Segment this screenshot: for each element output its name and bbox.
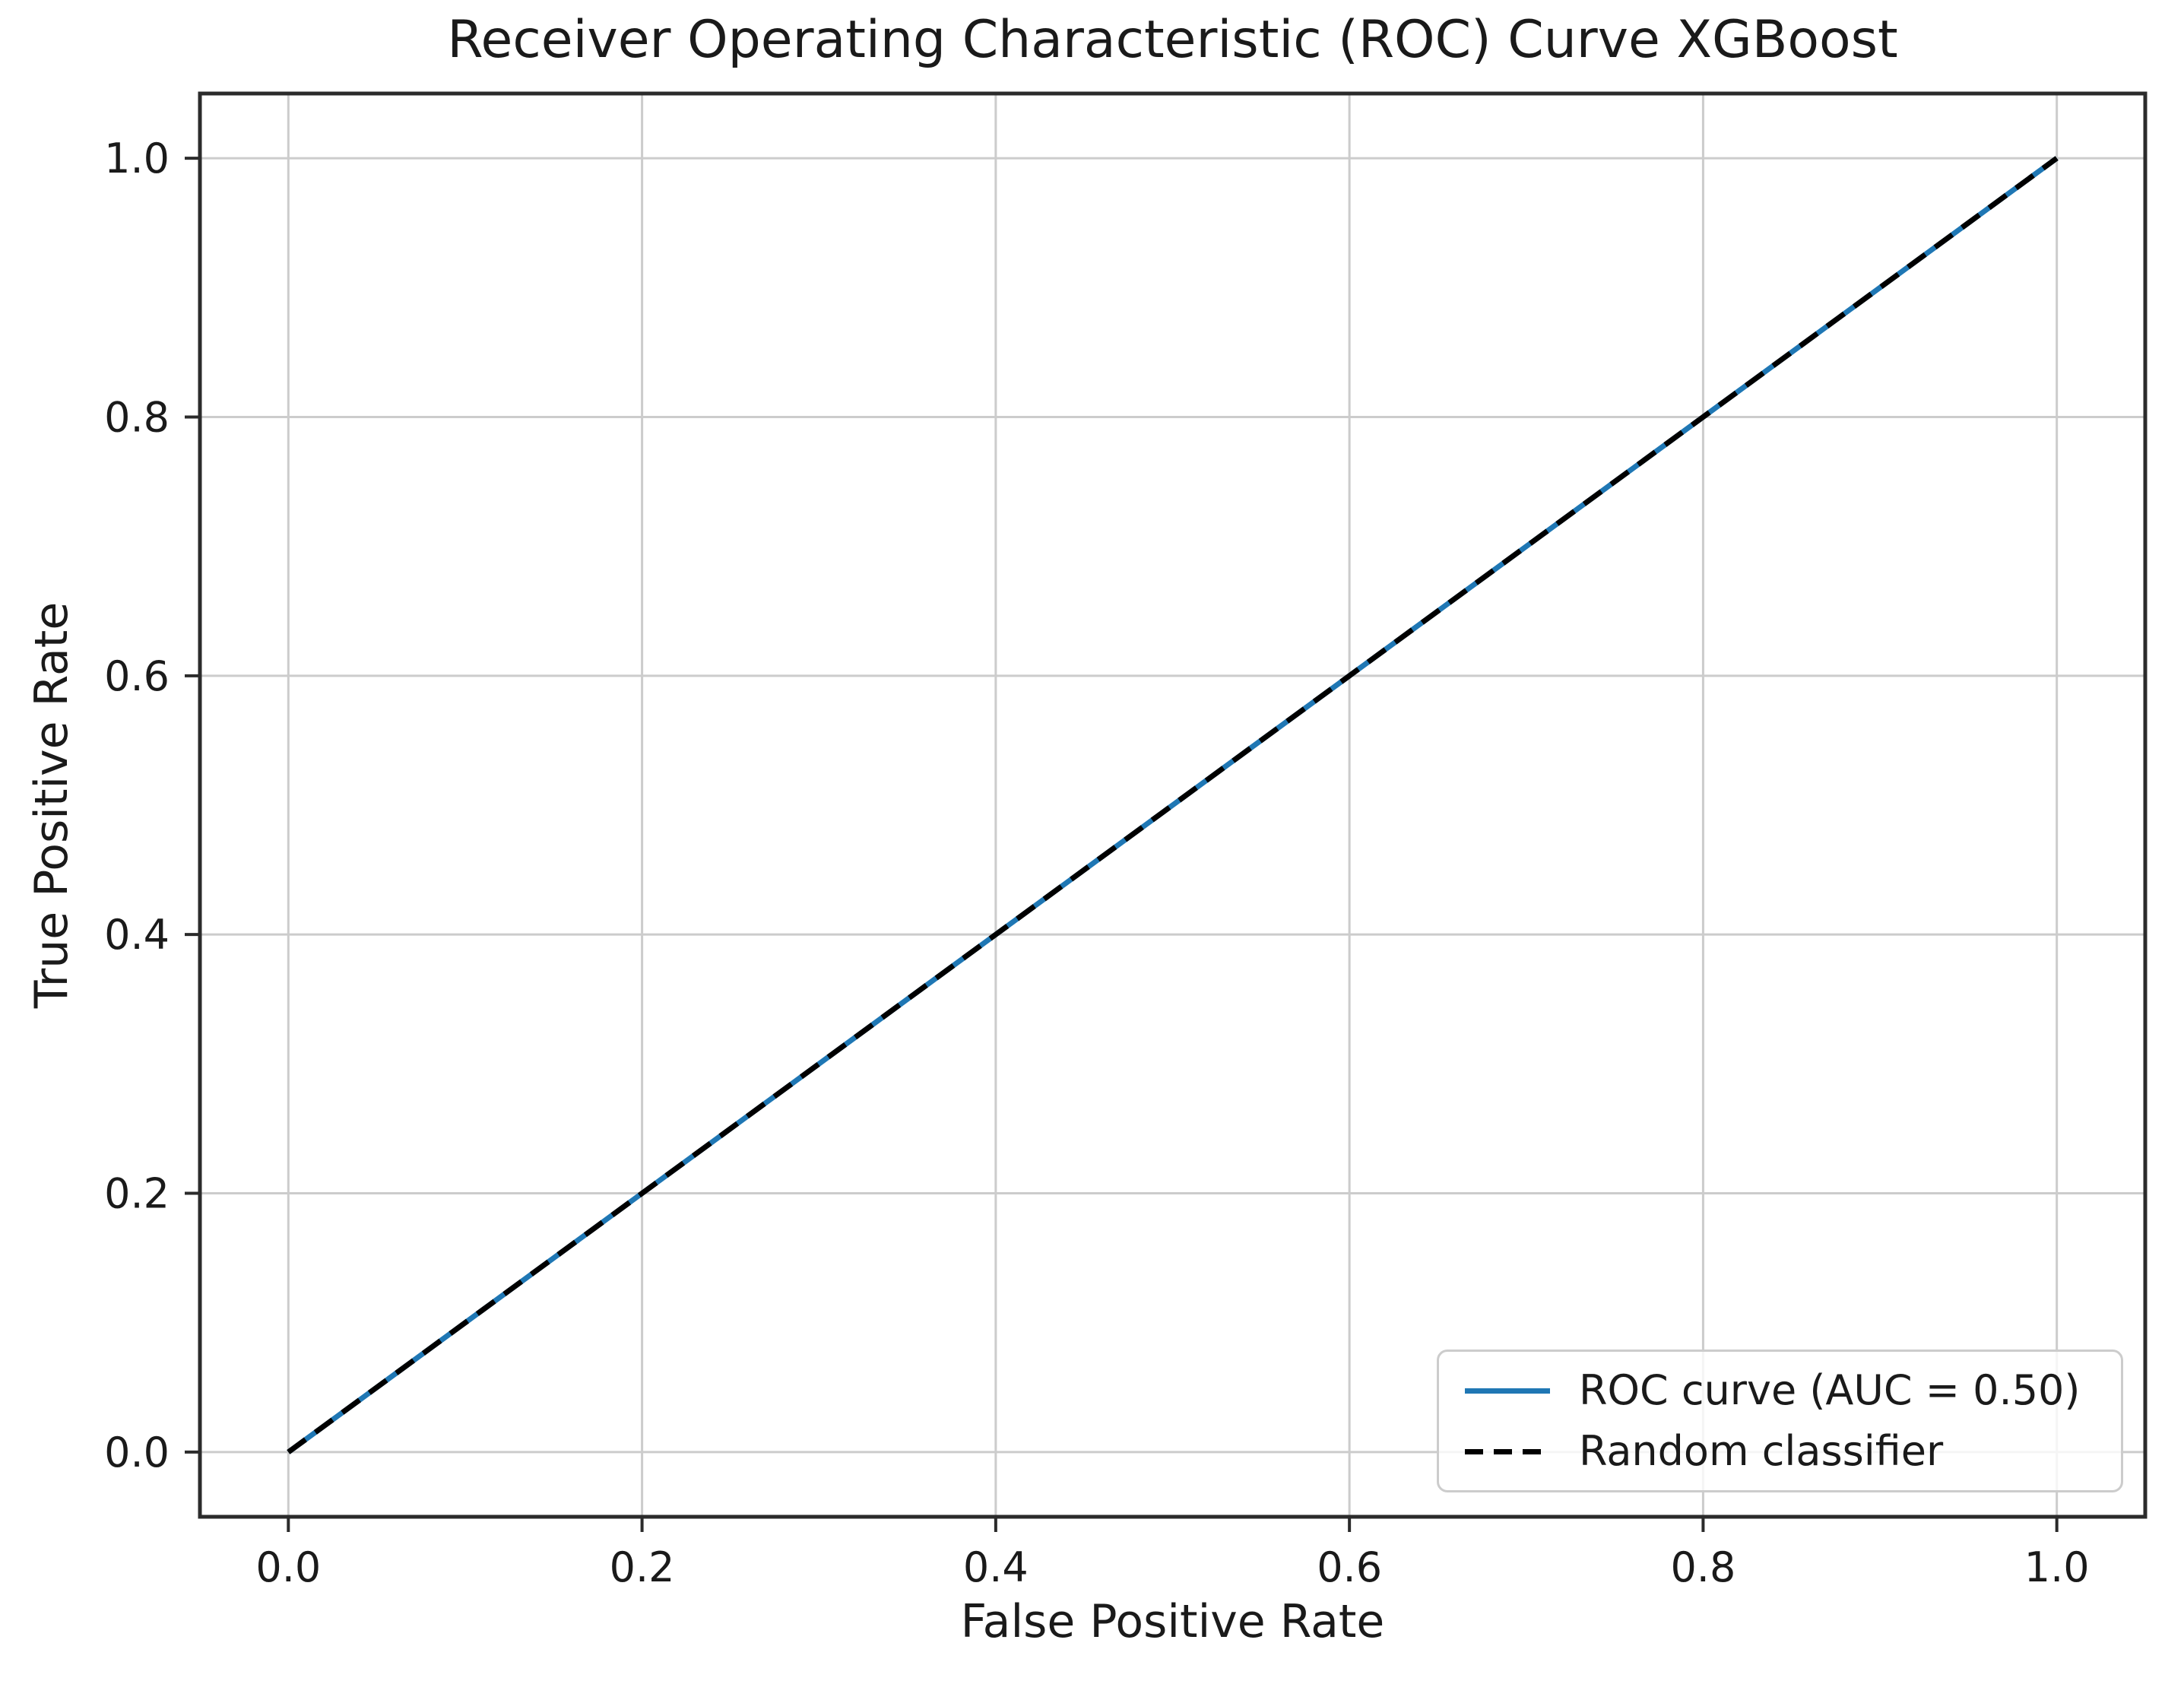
- legend-item-random-classifier: Random classifier: [1465, 1428, 2095, 1475]
- legend-swatch-solid-line: [1465, 1388, 1550, 1394]
- legend-label-roc-curve: ROC curve (AUC = 0.50): [1579, 1366, 2081, 1414]
- legend-item-roc-curve: ROC curve (AUC = 0.50): [1465, 1367, 2095, 1414]
- x-tick-label: 0.2: [610, 1543, 675, 1591]
- x-tick-label: 0.0: [255, 1543, 321, 1591]
- y-tick-label: 0.8: [104, 393, 170, 441]
- axes-frame: [198, 91, 2148, 1519]
- y-tick-label: 1.0: [104, 135, 170, 182]
- y-tick-label: 0.4: [104, 911, 170, 959]
- x-tick-label: 0.4: [963, 1543, 1029, 1591]
- legend: ROC curve (AUC = 0.50) Random classifier: [1437, 1350, 2123, 1492]
- legend-label-random-classifier: Random classifier: [1579, 1427, 1944, 1475]
- y-tick-label: 0.2: [104, 1170, 170, 1218]
- chart-title: Receiver Operating Characteristic (ROC) …: [447, 10, 1898, 70]
- x-tick-label: 0.6: [1317, 1543, 1382, 1591]
- roc-curve-line: [287, 156, 2059, 1454]
- random-classifier-line: [287, 156, 2059, 1454]
- y-tick-label: 0.6: [104, 652, 170, 700]
- x-tick-label: 0.8: [1670, 1543, 1735, 1591]
- y-axis-label: True Positive Rate: [25, 601, 78, 1009]
- legend-swatch-dashed-line: [1465, 1448, 1550, 1454]
- y-tick-label: 0.0: [104, 1429, 170, 1476]
- x-axis-label: False Positive Rate: [960, 1595, 1385, 1648]
- x-tick-label: 1.0: [2024, 1543, 2090, 1591]
